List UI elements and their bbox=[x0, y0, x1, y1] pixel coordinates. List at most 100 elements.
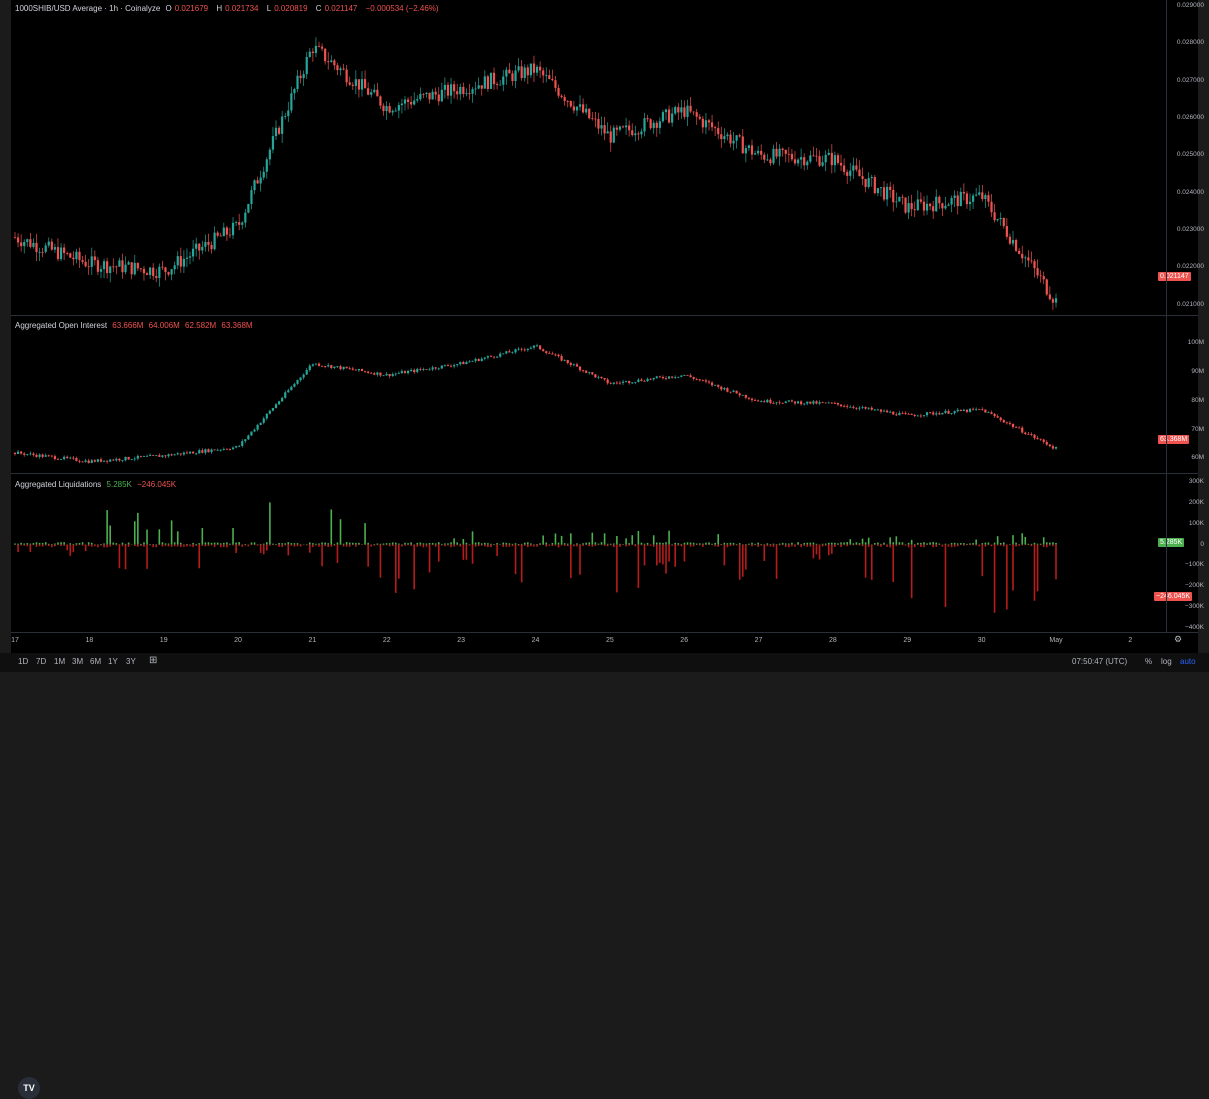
oi-candle bbox=[26, 454, 29, 456]
oi-candle bbox=[453, 365, 456, 367]
price-axis-tick: 0.022000 bbox=[1176, 263, 1204, 271]
liq-long-bar bbox=[404, 542, 406, 545]
liq-short-bar bbox=[729, 544, 732, 546]
liq-short-bar bbox=[735, 544, 738, 546]
price-candle bbox=[26, 239, 29, 242]
oi-candle bbox=[422, 369, 425, 370]
range-button-1m[interactable]: 1M bbox=[54, 657, 66, 666]
oi-candle bbox=[692, 377, 695, 379]
liq-short-bar bbox=[745, 544, 747, 570]
oi-candle bbox=[496, 356, 499, 358]
oi-candle bbox=[425, 369, 428, 370]
liq-short-bar bbox=[677, 544, 680, 546]
price-candle bbox=[787, 153, 790, 155]
oi-candle bbox=[603, 378, 606, 380]
liq-long-bar bbox=[186, 544, 188, 545]
oi-candle bbox=[164, 455, 167, 457]
liq-short-bar bbox=[140, 544, 142, 547]
clock-time[interactable]: 07:50:47 (UTC) bbox=[1072, 657, 1128, 666]
o-value: 0.021679 bbox=[174, 4, 209, 13]
price-candle bbox=[422, 93, 425, 95]
liq-short-bar bbox=[201, 544, 204, 546]
liq-long-bar bbox=[738, 543, 741, 545]
price-candle bbox=[729, 134, 732, 144]
tradingview-logo[interactable]: TV bbox=[18, 1077, 40, 1099]
oi-badge: 63.368M bbox=[1158, 435, 1190, 444]
liq-long-bar bbox=[284, 543, 287, 545]
liq-long-bar bbox=[867, 537, 870, 545]
liq-long-bar bbox=[342, 543, 345, 545]
liq-short-bar bbox=[852, 544, 855, 546]
oi-candle bbox=[314, 363, 318, 365]
pane-divider[interactable] bbox=[11, 473, 1198, 474]
oi-axis-tick: 100M bbox=[1187, 339, 1204, 347]
liq-short-bar bbox=[266, 544, 268, 551]
liq-short-bar bbox=[219, 544, 222, 548]
time-axis-label: 24 bbox=[531, 637, 540, 644]
time-axis-label: 2 bbox=[1128, 637, 1133, 644]
symbol-title[interactable]: 1000SHIB/USD Average · 1h · Coinalyze bbox=[15, 4, 161, 13]
liq-short-bar bbox=[741, 544, 744, 577]
price-candle bbox=[483, 76, 486, 89]
oi-candle bbox=[179, 453, 182, 455]
liq-short-bar bbox=[133, 544, 136, 547]
log-toggle[interactable]: log bbox=[1161, 657, 1172, 666]
range-button-1d[interactable]: 1D bbox=[18, 657, 29, 666]
liq-short-bar bbox=[118, 544, 121, 569]
oi-candle bbox=[846, 406, 849, 408]
oi-candle bbox=[192, 451, 195, 454]
price-candle bbox=[357, 79, 361, 90]
oi-candle bbox=[102, 460, 106, 462]
liq-short-bar bbox=[1027, 544, 1030, 546]
price-candle bbox=[173, 265, 176, 270]
price-candle bbox=[93, 256, 96, 261]
liq-short-bar bbox=[1039, 544, 1042, 546]
price-candle bbox=[852, 165, 855, 171]
time-axis[interactable]: 17 18 19 20 21 22 23 24 25 26 27 28 29 30 May 2 bbox=[11, 637, 1166, 651]
range-button-6m[interactable]: 6M bbox=[90, 657, 102, 666]
liq-short-bar bbox=[956, 544, 959, 547]
percent-toggle[interactable]: % bbox=[1145, 657, 1153, 666]
calendar-icon[interactable]: ⊞ bbox=[149, 655, 158, 666]
oi-candle bbox=[707, 381, 711, 383]
liq-axis[interactable]: 300K 200K 100K 0 −100K −200K −300K −400K bbox=[1166, 474, 1208, 632]
liq-short-bar bbox=[416, 544, 419, 547]
liq-short-bar bbox=[616, 544, 618, 593]
settings-gear-icon[interactable]: ⚙ bbox=[1174, 634, 1183, 644]
price-candle bbox=[428, 92, 431, 100]
oi-pane[interactable]: Aggregated Open Interest 63.666M 64.006M… bbox=[11, 316, 1166, 473]
liq-short-bar bbox=[972, 544, 974, 546]
range-button-1y[interactable]: 1Y bbox=[108, 657, 118, 666]
oi-candle bbox=[996, 416, 999, 418]
price-candle bbox=[824, 154, 827, 163]
oi-candle bbox=[775, 402, 778, 404]
liq-long-bar bbox=[484, 542, 486, 545]
liq-long-bar bbox=[1036, 543, 1039, 545]
liq-long-bar bbox=[591, 532, 594, 545]
oi-candle bbox=[1008, 423, 1012, 424]
pane-divider[interactable] bbox=[11, 315, 1198, 316]
liq-short-bar bbox=[705, 544, 707, 546]
liq-long-bar bbox=[827, 542, 830, 545]
liq-pane[interactable]: Aggregated Liquidations 5.285K −246.045K… bbox=[11, 474, 1166, 1099]
liq-short-bar bbox=[659, 544, 661, 563]
liq-short-bar bbox=[376, 544, 379, 546]
range-button-3y[interactable]: 3Y bbox=[126, 657, 136, 666]
liq-short-bar bbox=[1024, 544, 1027, 546]
liq-short-bar bbox=[874, 544, 876, 546]
liq-axis-tick: 0 bbox=[1200, 540, 1204, 548]
liq-long-bar bbox=[198, 543, 201, 545]
oi-candle bbox=[351, 368, 354, 370]
auto-toggle[interactable]: auto bbox=[1180, 657, 1196, 666]
range-button-7d[interactable]: 7D bbox=[36, 657, 47, 666]
price-candle bbox=[277, 127, 281, 134]
price-candle bbox=[434, 91, 437, 95]
oi-candle bbox=[1048, 444, 1051, 447]
oi-axis[interactable]: 100M 90M 80M 70M 60M bbox=[1166, 316, 1208, 473]
oi-candle bbox=[222, 448, 225, 450]
range-button-3m[interactable]: 3M bbox=[72, 657, 84, 666]
price-axis[interactable]: 0.029000 0.028000 0.027000 0.026000 0.025000… bbox=[1166, 0, 1208, 315]
oi-candle bbox=[753, 400, 757, 401]
